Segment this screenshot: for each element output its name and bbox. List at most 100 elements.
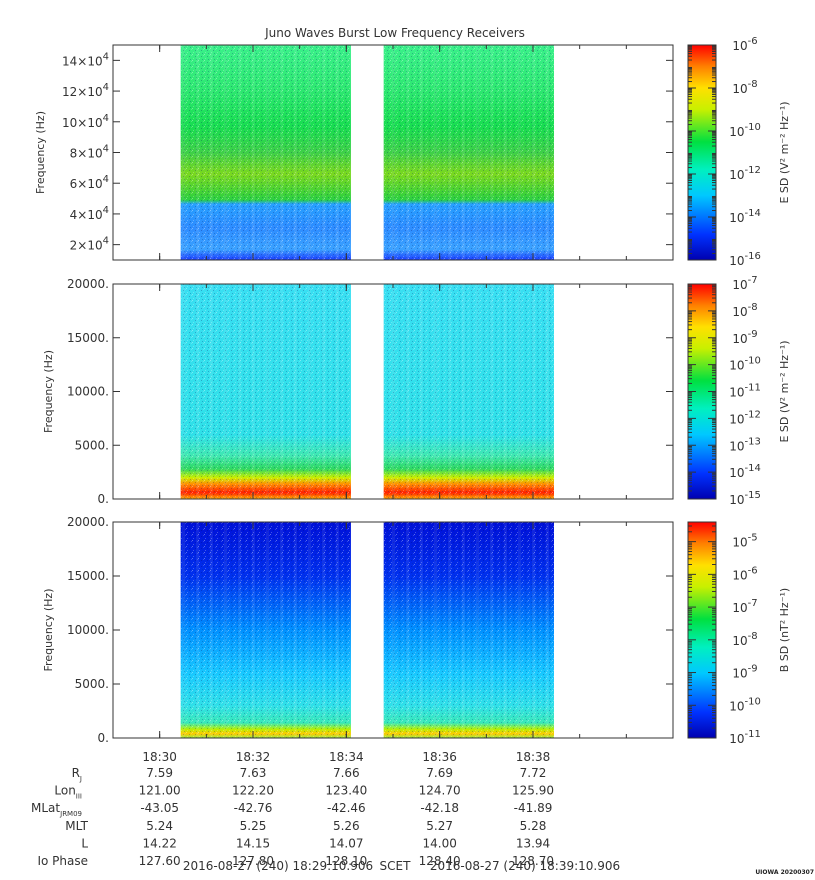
y-tick-label: 5000. bbox=[75, 677, 109, 691]
y-tick-label: 20000. bbox=[67, 515, 109, 529]
ephemeris-value: 127.60 bbox=[139, 854, 181, 868]
ephemeris-value: -41.89 bbox=[514, 801, 553, 815]
ephemeris-value: 5.24 bbox=[146, 819, 173, 833]
colorbar-tick-label: 10-11 bbox=[729, 383, 761, 400]
colorbar-label: E SD (V² m⁻² Hz⁻¹) bbox=[778, 340, 791, 442]
ephemeris-value: -42.46 bbox=[327, 801, 366, 815]
ephemeris-value: 5.26 bbox=[333, 819, 360, 833]
ephemeris-value: 7.63 bbox=[240, 766, 267, 780]
y-tick-label: 0. bbox=[98, 492, 109, 506]
ephemeris-value: 127.80 bbox=[232, 854, 274, 868]
y-tick-label: 15000. bbox=[67, 331, 109, 345]
spectrogram-stripes bbox=[180, 284, 351, 499]
x-tick-label: 18:34 bbox=[329, 750, 364, 764]
y-tick-label: 2×104 bbox=[70, 236, 109, 253]
ephemeris-row-label: MLatJRM09 bbox=[31, 801, 82, 818]
x-tick-label: 18:32 bbox=[236, 750, 271, 764]
ephemeris-row-label: RJ bbox=[72, 766, 82, 783]
ephemeris-value: 128.40 bbox=[419, 854, 461, 868]
x-tick-label: 18:30 bbox=[142, 750, 177, 764]
colorbar-tick-label: 10-10 bbox=[729, 356, 761, 373]
x-tick-label: 18:38 bbox=[516, 750, 551, 764]
colorbar-tick-label: 10-15 bbox=[729, 490, 761, 507]
ephemeris-value: 5.28 bbox=[520, 819, 547, 833]
ephemeris-row-label: MLT bbox=[65, 819, 88, 833]
y-tick-label: 6×104 bbox=[70, 174, 109, 191]
ephemeris-value: 122.20 bbox=[232, 784, 274, 798]
ephemeris-row-label: LonIII bbox=[54, 784, 82, 801]
colorbar-tick-label: 10-5 bbox=[732, 533, 757, 550]
ephemeris-value: -42.76 bbox=[234, 801, 273, 815]
y-tick-label: 0. bbox=[98, 731, 109, 745]
ephemeris-value: 14.07 bbox=[329, 836, 363, 850]
ephemeris-value: 5.25 bbox=[240, 819, 267, 833]
colorbar-frame bbox=[687, 44, 717, 261]
y-tick-label: 20000. bbox=[67, 277, 109, 291]
ephemeris-value: 14.22 bbox=[142, 836, 176, 850]
ephemeris-value: 128.10 bbox=[325, 854, 367, 868]
panel-top: 2×104 4×104 6×104 8×104 10×104 12×104 14×104 Fr… bbox=[34, 36, 791, 268]
y-axis-label: Frequency (Hz) bbox=[42, 589, 55, 672]
ephemeris-row-label: Io Phase bbox=[37, 854, 88, 868]
colorbar-tick-label: 10-6 bbox=[732, 565, 757, 582]
spectrogram-stripes bbox=[383, 284, 554, 499]
colorbar-tick-label: 10-12 bbox=[729, 165, 761, 182]
colorbar-tick-label: 10-8 bbox=[732, 302, 757, 319]
ephemeris-value: -42.18 bbox=[420, 801, 459, 815]
y-tick-label: 5000. bbox=[75, 438, 109, 452]
y-tick-label: 12×104 bbox=[62, 82, 109, 99]
spectrogram-stripes bbox=[180, 522, 351, 738]
y-tick-label: 10000. bbox=[67, 623, 109, 637]
footer-end-time: 2016-08-27 (240) 18:39:10.906 bbox=[430, 859, 620, 873]
colorbar-tick-label: 10-10 bbox=[729, 696, 761, 713]
ephemeris-row-label: L bbox=[81, 836, 88, 850]
y-tick-label: 15000. bbox=[67, 569, 109, 583]
spectrogram-stripes bbox=[383, 45, 554, 260]
colorbar-label: B SD (nT² Hz⁻¹) bbox=[778, 588, 791, 672]
y-tick-label: 10×104 bbox=[62, 113, 109, 130]
colorbar-tick-label: 10-6 bbox=[732, 36, 757, 53]
panel-bottom: 0. 5000. 10000. 15000. 20000. Frequency (Hz) 1… bbox=[42, 515, 791, 746]
y-tick-label: 14×104 bbox=[62, 51, 109, 68]
ephemeris-value: 14.00 bbox=[422, 836, 456, 850]
y-axis-label: Frequency (Hz) bbox=[42, 350, 55, 433]
colorbar-tick-label: 10-9 bbox=[732, 329, 757, 346]
ephemeris-value: 128.70 bbox=[512, 854, 554, 868]
footer-time-system: SCET bbox=[380, 859, 412, 873]
spectrogram-stripes bbox=[383, 522, 554, 738]
figure-title: Juno Waves Burst Low Frequency Receivers bbox=[264, 26, 525, 40]
x-tick-label: 18:36 bbox=[422, 750, 457, 764]
ephemeris-value: 125.90 bbox=[512, 784, 554, 798]
colorbar-tick-label: 10-11 bbox=[729, 729, 761, 746]
ephemeris-value: 13.94 bbox=[516, 836, 550, 850]
colorbar-bottom bbox=[688, 522, 716, 738]
colorbar-tick-label: 10-10 bbox=[729, 122, 761, 139]
colorbar-tick-label: 10-8 bbox=[732, 79, 757, 96]
colorbar-tick-label: 10-7 bbox=[732, 598, 757, 615]
colorbar-tick-label: 10-16 bbox=[729, 251, 761, 268]
y-tick-label: 10000. bbox=[67, 385, 109, 399]
ephemeris-value: 14.15 bbox=[236, 836, 270, 850]
y-tick-label: 4×104 bbox=[70, 205, 109, 222]
ephemeris-value: 7.69 bbox=[426, 766, 453, 780]
colorbar-top bbox=[688, 45, 716, 260]
colorbar-label: E SD (V² m⁻² Hz⁻¹) bbox=[778, 101, 791, 203]
colorbar-tick-label: 10-12 bbox=[729, 409, 761, 426]
colorbar-tick-label: 10-14 bbox=[729, 208, 761, 225]
ephemeris-value: 7.72 bbox=[520, 766, 547, 780]
ephemeris-value: -43.05 bbox=[140, 801, 179, 815]
y-axis-label: Frequency (Hz) bbox=[34, 111, 47, 194]
colorbar-tick-label: 10-13 bbox=[729, 436, 761, 453]
ephemeris-value: 124.70 bbox=[419, 784, 461, 798]
ephemeris-value: 123.40 bbox=[325, 784, 367, 798]
ephemeris-value: 5.27 bbox=[426, 819, 453, 833]
y-tick-label: 8×104 bbox=[70, 144, 109, 161]
spectrogram-stripes bbox=[180, 45, 351, 260]
colorbar-tick-label: 10-7 bbox=[732, 275, 757, 292]
credit-label: UIOWA 20200307 bbox=[755, 869, 814, 876]
colorbar-tick-label: 10-8 bbox=[732, 631, 757, 648]
colorbar-tick-label: 10-9 bbox=[732, 664, 757, 681]
panel-middle: 0. 5000. 10000. 15000. 20000. Frequency (Hz) 1… bbox=[42, 275, 791, 507]
ephemeris-value: 121.00 bbox=[139, 784, 181, 798]
